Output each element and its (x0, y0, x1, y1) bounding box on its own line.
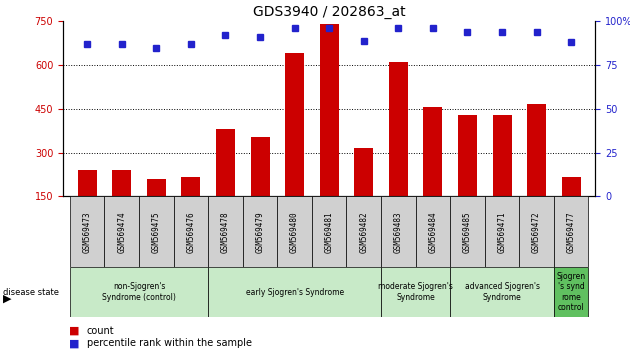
Bar (112, 170, 131, 240)
Bar (216, 129, 235, 240)
Bar (105, 196, 139, 267)
Text: GSM569481: GSM569481 (324, 211, 334, 253)
Text: ■: ■ (69, 338, 80, 348)
Bar (147, 179, 166, 240)
Text: GSM569484: GSM569484 (428, 211, 437, 253)
Bar (484, 196, 519, 267)
Bar (519, 196, 554, 267)
Bar (562, 177, 581, 240)
Bar (554, 196, 588, 267)
Bar (319, 24, 339, 240)
Text: GSM569475: GSM569475 (152, 211, 161, 253)
Text: percentile rank within the sample: percentile rank within the sample (87, 338, 252, 348)
Bar (416, 196, 450, 267)
Text: GSM569485: GSM569485 (463, 211, 472, 253)
Text: GSM569482: GSM569482 (359, 211, 369, 253)
Bar (77, 170, 96, 240)
Text: GSM569471: GSM569471 (498, 211, 507, 253)
Bar (354, 148, 373, 240)
Text: non-Sjogren's
Syndrome (control): non-Sjogren's Syndrome (control) (102, 282, 176, 302)
Text: ▶: ▶ (3, 294, 11, 304)
Text: GSM569474: GSM569474 (117, 211, 126, 253)
Bar (174, 196, 208, 267)
Text: Sjogren
's synd
rome
control: Sjogren 's synd rome control (556, 272, 586, 312)
Bar (139, 196, 174, 267)
Bar (208, 267, 381, 317)
Bar (527, 104, 546, 240)
Text: GSM569483: GSM569483 (394, 211, 403, 253)
Bar (243, 196, 277, 267)
Text: moderate Sjogren's
Syndrome: moderate Sjogren's Syndrome (378, 282, 453, 302)
Bar (70, 267, 208, 317)
Title: GDS3940 / 202863_at: GDS3940 / 202863_at (253, 5, 406, 19)
Bar (450, 267, 554, 317)
Bar (423, 107, 442, 240)
Text: GSM569476: GSM569476 (186, 211, 195, 253)
Text: advanced Sjogren's
Syndrome: advanced Sjogren's Syndrome (464, 282, 539, 302)
Bar (554, 267, 588, 317)
Text: ■: ■ (69, 326, 80, 336)
Bar (381, 196, 416, 267)
Bar (312, 196, 347, 267)
Bar (181, 177, 200, 240)
Text: GSM569477: GSM569477 (566, 211, 576, 253)
Bar (346, 196, 381, 267)
Bar (389, 62, 408, 240)
Text: early Sjogren's Syndrome: early Sjogren's Syndrome (246, 287, 344, 297)
Text: GSM569480: GSM569480 (290, 211, 299, 253)
Bar (450, 196, 484, 267)
Bar (70, 196, 105, 267)
Text: GSM569479: GSM569479 (256, 211, 265, 253)
Bar (208, 196, 243, 267)
Bar (493, 115, 512, 240)
Text: GSM569473: GSM569473 (83, 211, 92, 253)
Bar (381, 267, 450, 317)
Bar (458, 115, 477, 240)
Bar (285, 53, 304, 240)
Text: disease state: disease state (3, 287, 59, 297)
Bar (277, 196, 312, 267)
Text: GSM569478: GSM569478 (221, 211, 230, 253)
Text: GSM569472: GSM569472 (532, 211, 541, 253)
Bar (251, 137, 270, 240)
Text: count: count (87, 326, 115, 336)
